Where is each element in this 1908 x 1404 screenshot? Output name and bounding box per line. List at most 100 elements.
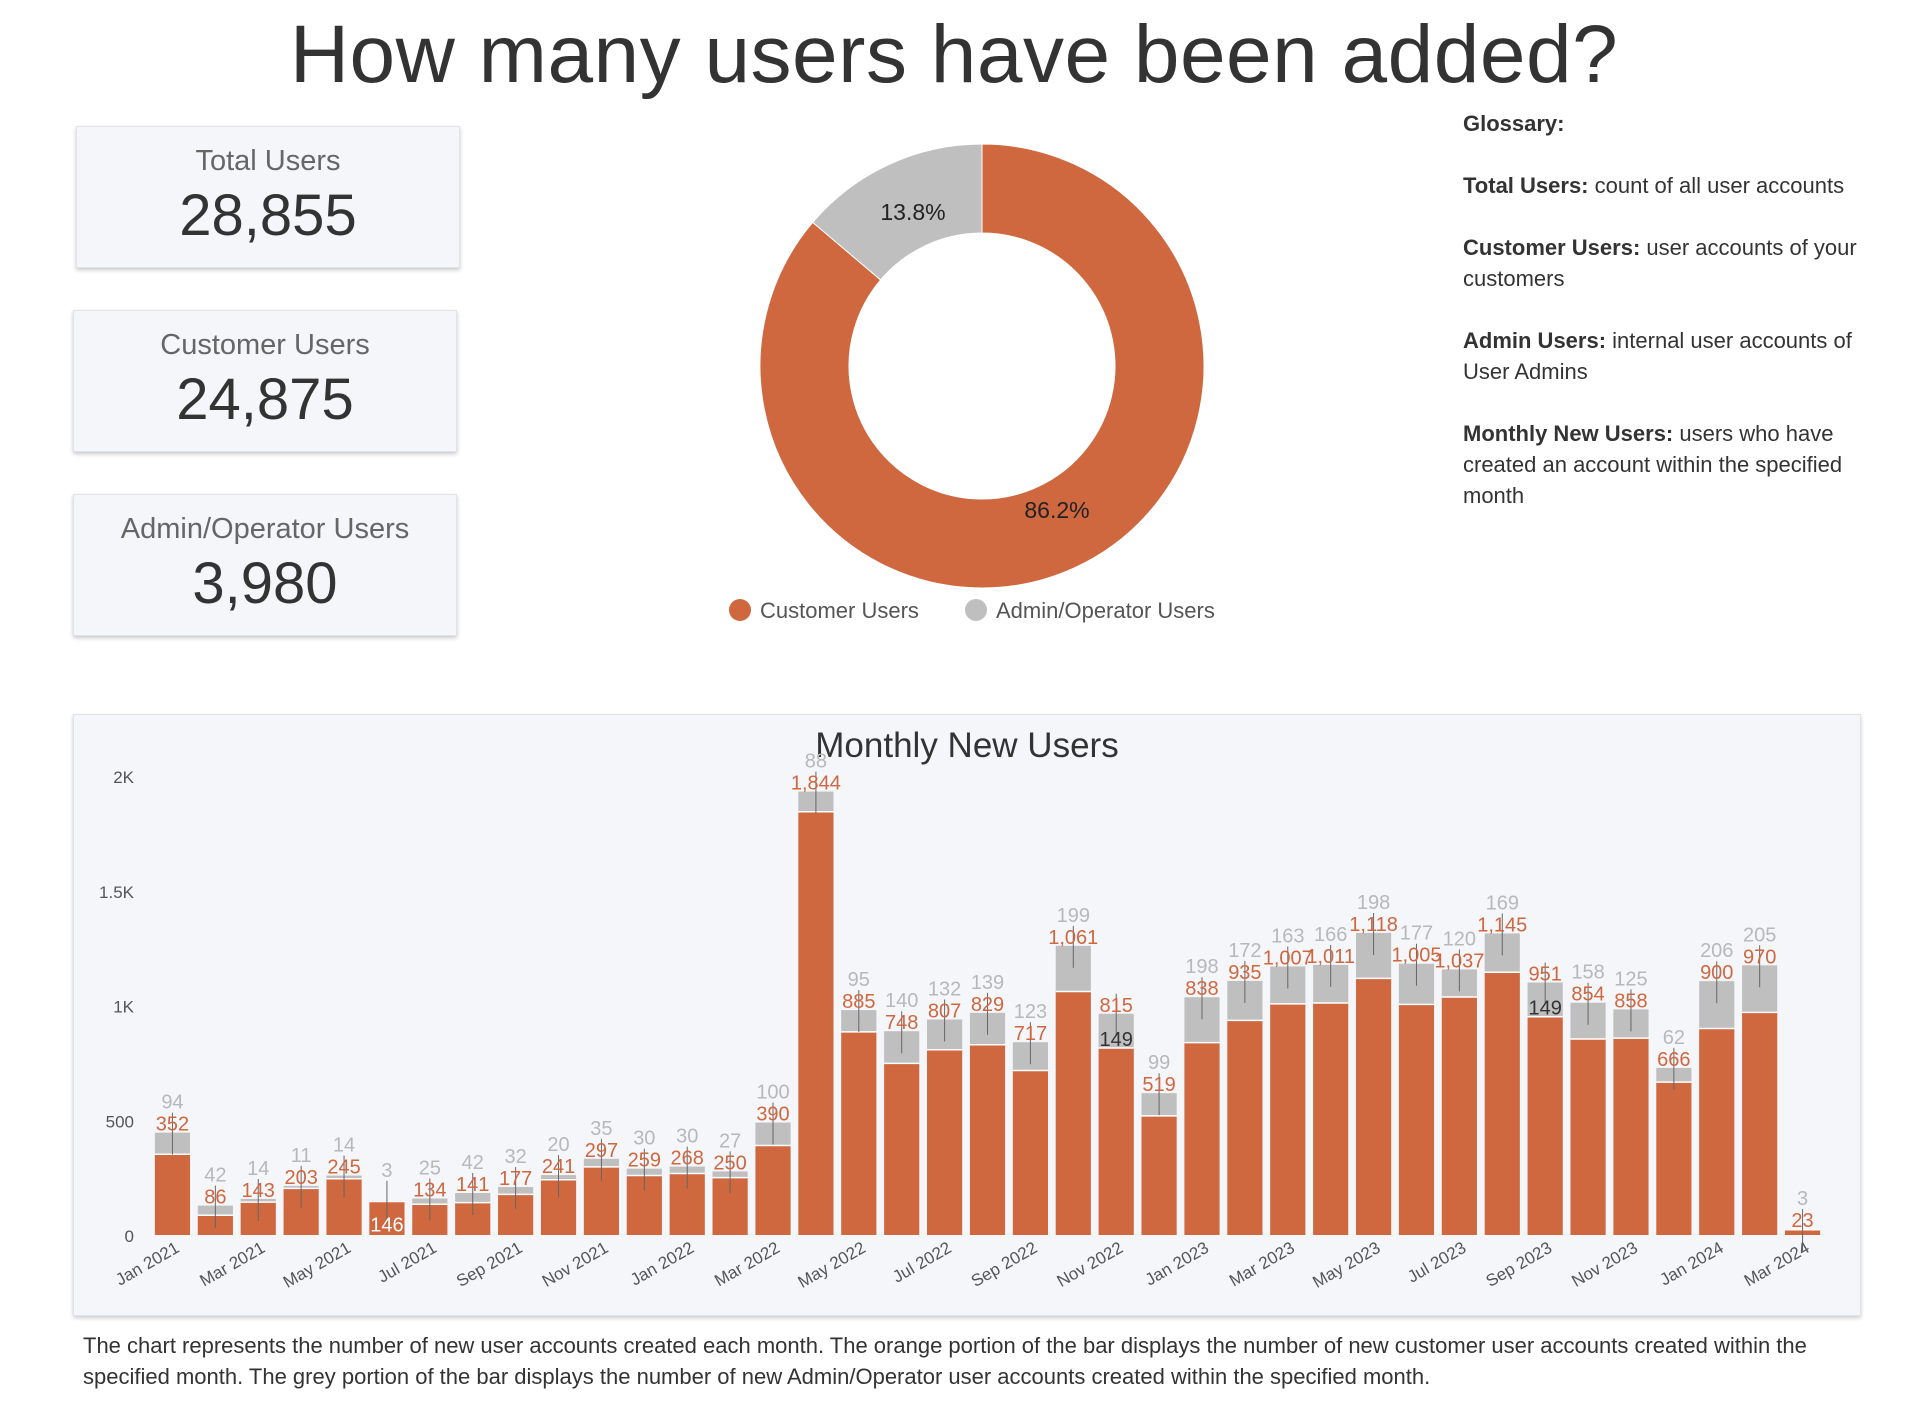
y-tick-label: 0: [125, 1227, 134, 1246]
bar-customer: [1656, 1082, 1692, 1235]
bar-customer: [1441, 997, 1477, 1235]
customer-users-value: 24,875: [176, 367, 354, 432]
bar-value-customer: 352: [156, 1114, 189, 1136]
glossary-term: Customer Users:: [1463, 235, 1641, 260]
bar-value-admin: 27: [719, 1130, 741, 1152]
x-tick-label: May 2023: [1309, 1238, 1383, 1292]
bar-value-customer: 143: [242, 1180, 275, 1202]
x-tick-label: Sep 2022: [968, 1238, 1041, 1291]
bar-customer: [927, 1049, 963, 1235]
bar-value-admin: 95: [848, 969, 870, 991]
bar-value-admin: 88: [805, 751, 827, 773]
bar-value-admin: 62: [1663, 1027, 1685, 1049]
y-tick-label: 1K: [113, 998, 134, 1017]
bar-value-customer: 203: [284, 1167, 317, 1189]
glossary-heading: Glossary:: [1463, 111, 1565, 136]
bar-customer: [1012, 1070, 1048, 1235]
bar-value-customer: 519: [1142, 1074, 1175, 1096]
bar-value-admin: 123: [1014, 1001, 1047, 1023]
bar-value-customer: 838: [1185, 978, 1218, 1000]
bar-value-customer: 1,844: [791, 773, 841, 795]
bar-value-customer: 748: [885, 1012, 918, 1034]
glossary-definition: user accounts of your customers: [1463, 235, 1857, 291]
x-tick-label: Mar 2022: [711, 1238, 783, 1290]
x-tick-label: Mar 2021: [197, 1238, 269, 1290]
bar-value-admin: 11: [291, 1145, 312, 1167]
bar-value-customer: 141: [456, 1174, 489, 1196]
bar-value-customer: 717: [1014, 1023, 1047, 1045]
glossary-definition: users who have created an account within…: [1463, 421, 1843, 508]
bar-value-admin: 35: [590, 1118, 612, 1140]
x-tick-label: Nov 2023: [1568, 1238, 1641, 1291]
x-tick-label: Jul 2023: [1404, 1238, 1469, 1287]
bar-value-customer: 390: [756, 1104, 789, 1126]
bar-value-admin: 14: [333, 1135, 355, 1157]
admin-users-card: Admin/Operator Users 3,980: [73, 494, 457, 636]
bar-customer: [1313, 1002, 1349, 1235]
x-tick-label: Jul 2021: [375, 1238, 440, 1287]
bar-value-customer: 1,061: [1048, 927, 1098, 949]
bar-customer: [841, 1031, 877, 1235]
user-share-donut-chart: 86.2% 13.8% Customer Users Admin/Operator U…: [729, 143, 1215, 623]
x-tick-label: May 2021: [280, 1238, 354, 1292]
bar-value-admin: 25: [419, 1158, 441, 1180]
bar-customer: [1527, 1016, 1563, 1235]
bar-value-customer: 1,037: [1434, 950, 1484, 972]
monthly-new-users-panel: Monthly New Users 0 500 1K 1.5K 2K 352 94 86 42 14…: [73, 714, 1861, 1316]
monthly-new-users-chart: Monthly New Users05001K1.5K2K35294864214…: [99, 726, 1821, 1292]
chart-title: Monthly New Users: [815, 726, 1118, 765]
x-tick-label: Jan 2022: [627, 1238, 697, 1289]
legend-label: Admin/Operator Users: [996, 598, 1215, 623]
bar-value-admin: 199: [1057, 905, 1090, 927]
x-tick-label: Sep 2021: [453, 1238, 526, 1291]
bar-value-customer: 829: [971, 994, 1004, 1016]
bar-value-customer: 134: [413, 1180, 446, 1202]
bar-value-customer: 250: [713, 1152, 746, 1174]
bar-customer: [969, 1044, 1006, 1235]
bar-value-admin: 149: [1528, 998, 1561, 1020]
bar-value-customer: 1,005: [1391, 945, 1441, 967]
bar-value-admin: 20: [547, 1134, 569, 1156]
bar-value-customer: 177: [499, 1168, 532, 1190]
bar-value-admin: 163: [1271, 925, 1304, 947]
bar-value-admin: 42: [462, 1152, 484, 1174]
legend-label: Customer Users: [760, 598, 919, 623]
bar-value-customer: 815: [1100, 995, 1133, 1017]
bar-value-admin: 100: [756, 1082, 789, 1104]
bar-value-customer: 259: [628, 1150, 661, 1172]
bar-value-admin: 139: [971, 972, 1004, 994]
bar-value-admin: 99: [1148, 1052, 1170, 1074]
bar-customer: [1484, 972, 1520, 1235]
bar-customer: [1570, 1039, 1606, 1235]
bar-value-admin: 125: [1614, 968, 1647, 990]
bar-value-customer: 885: [842, 991, 875, 1013]
total-users-value: 28,855: [179, 183, 357, 248]
bar-value-admin: 3: [381, 1160, 392, 1182]
bar-value-admin: 120: [1443, 928, 1476, 950]
glossary-entry: Monthly New Users: users who have create…: [1463, 418, 1883, 511]
chart-caption: The chart represents the number of new u…: [83, 1333, 1807, 1389]
bar-value-admin: 205: [1743, 924, 1776, 946]
glossary-definition: internal user accounts of User Admins: [1463, 328, 1852, 384]
bar-customer: [1699, 1028, 1735, 1235]
bar-customer: [1270, 1003, 1306, 1235]
bar-value-customer: 935: [1228, 962, 1261, 984]
x-tick-label: Nov 2021: [539, 1238, 612, 1291]
bar-value-admin: 198: [1357, 892, 1390, 914]
bar-value-admin: 42: [204, 1165, 226, 1187]
bar-value-customer: 1,007: [1263, 947, 1313, 969]
bar-value-customer: 23: [1791, 1210, 1813, 1232]
x-tick-label: Mar 2023: [1226, 1238, 1298, 1290]
donut-slice: [812, 143, 983, 281]
donut-slice: [759, 143, 1205, 589]
bar-customer: [1098, 1047, 1134, 1235]
bar-value-admin: 140: [885, 990, 918, 1012]
glossary-entry: Customer Users: user accounts of your cu…: [1463, 232, 1883, 294]
bar-value-admin: 94: [161, 1092, 183, 1114]
donut-slice-label: 13.8%: [880, 199, 945, 225]
bar-value-customer: 666: [1657, 1049, 1690, 1071]
bar-value-admin: 30: [676, 1126, 698, 1148]
y-tick-label: 1.5K: [99, 883, 135, 902]
bar-value-customer: 900: [1700, 962, 1733, 984]
x-tick-label: Nov 2022: [1054, 1238, 1127, 1291]
